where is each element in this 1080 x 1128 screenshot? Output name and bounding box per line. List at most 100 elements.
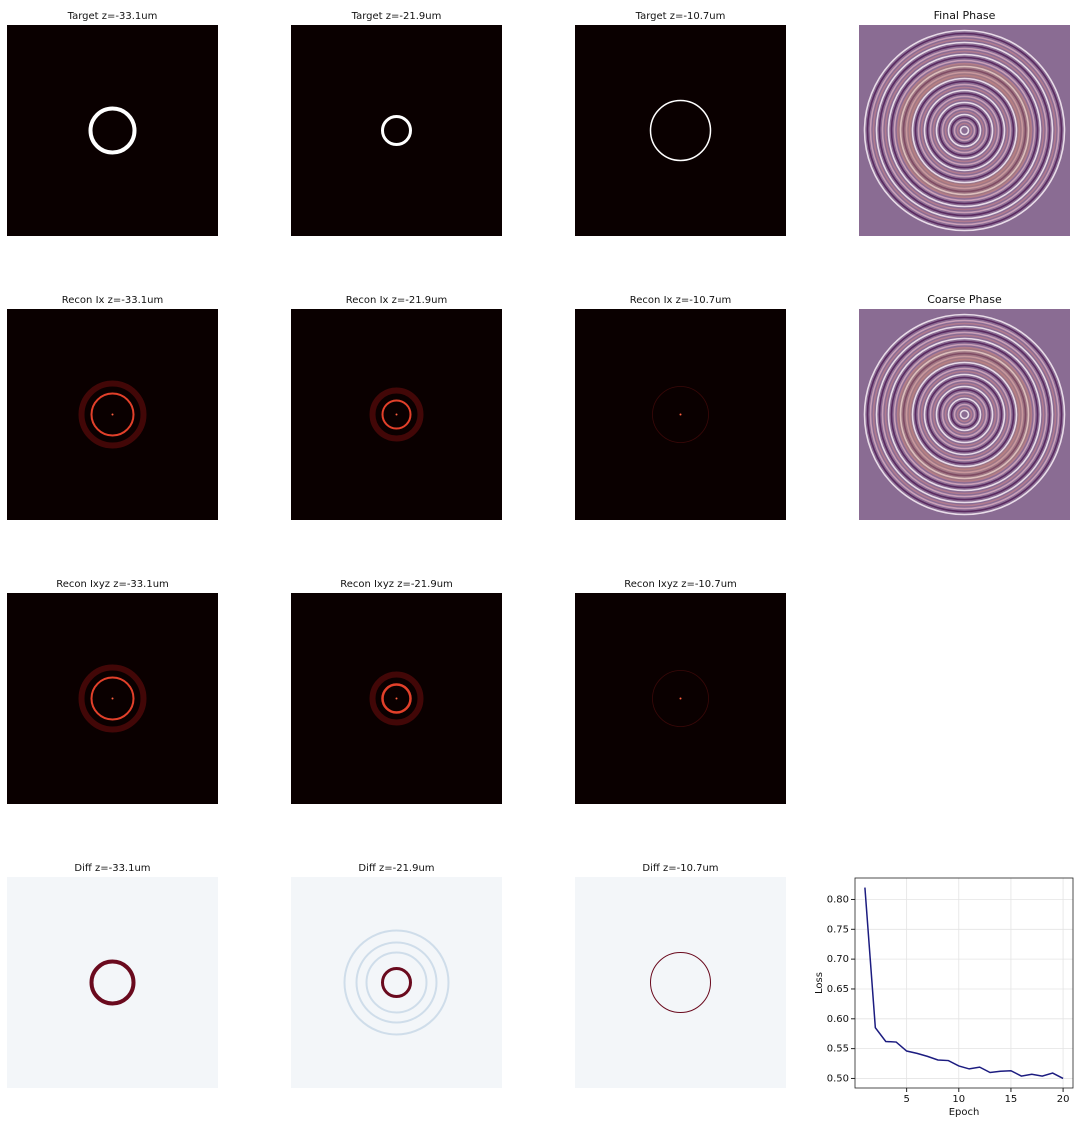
phase-ring (950, 400, 979, 429)
panel-image (575, 877, 786, 1088)
panel-title: Recon Ix z=-10.7um (630, 295, 731, 306)
halo (78, 380, 147, 449)
panel-image (291, 309, 502, 520)
ring (381, 115, 412, 146)
phase-ring (896, 62, 1033, 199)
phase-ring (923, 373, 1006, 456)
phase-ring (956, 406, 973, 423)
x-tick-label: 15 (1005, 1094, 1018, 1105)
phase-ring (902, 68, 1027, 193)
panel-image (7, 877, 218, 1088)
ring (652, 670, 709, 727)
phase-ring (953, 119, 976, 142)
phase-ring (899, 349, 1030, 480)
halo (365, 951, 428, 1014)
phase-ring (902, 352, 1027, 477)
phase-ring (932, 98, 997, 163)
phase-ring (929, 95, 1000, 166)
phase-ring (863, 29, 1066, 232)
phase-ring (893, 343, 1036, 486)
panel-image (575, 25, 786, 236)
phase-ring (890, 340, 1039, 489)
phase-ring (953, 403, 976, 426)
ring (89, 959, 136, 1006)
image-bg (859, 25, 1070, 236)
panel-title: Target z=-33.1um (67, 11, 158, 22)
phase-ring (881, 331, 1048, 498)
phase-ring (884, 334, 1045, 495)
phase-ring (908, 74, 1021, 187)
phase-ring (911, 361, 1018, 468)
center-dot (679, 697, 682, 700)
phase-ring (935, 101, 994, 160)
ring (650, 952, 711, 1013)
phase-ring (905, 355, 1024, 474)
phase-ring (911, 77, 1018, 184)
panel-image (859, 309, 1070, 520)
phase-ring (899, 65, 1030, 196)
center-dot (111, 413, 114, 416)
phase-ring (866, 32, 1063, 229)
panel-title: Recon Ixyz z=-10.7um (624, 579, 737, 590)
ring (90, 392, 135, 437)
phase-ring (950, 116, 979, 145)
phase-ring (926, 92, 1003, 169)
panel-title: Coarse Phase (927, 293, 1002, 306)
phase-ring (944, 394, 985, 435)
phase-ring (938, 104, 991, 157)
ring (88, 106, 137, 155)
panel-image (575, 593, 786, 804)
panel-title: Target z=-10.7um (635, 11, 726, 22)
image-bg (575, 25, 786, 236)
loss-line (864, 887, 1064, 1080)
phase-ring (956, 122, 973, 139)
phase-ring (923, 89, 1006, 172)
y-tick-label: 0.80 (827, 894, 849, 905)
y-tick-label: 0.50 (827, 1073, 849, 1084)
image-bg (575, 877, 786, 1088)
phase-ring (920, 370, 1009, 459)
phase-ring (917, 367, 1012, 462)
image-bg (7, 877, 218, 1088)
image-bg (291, 877, 502, 1088)
halo (355, 941, 438, 1024)
phase-ring (932, 382, 997, 447)
image-bg (859, 309, 1070, 520)
phase-ring (944, 110, 985, 151)
phase-ring (890, 56, 1039, 205)
panel-title: Diff z=-33.1um (74, 863, 150, 874)
phase-ring (926, 376, 1003, 453)
phase-ring (941, 107, 988, 154)
phase-ring (884, 50, 1045, 211)
center-dot (395, 413, 398, 416)
panel-image (7, 593, 218, 804)
phase-ring (872, 322, 1057, 507)
panel-title: Recon Ix z=-33.1um (62, 295, 163, 306)
phase-ring (959, 409, 970, 420)
halo (78, 664, 147, 733)
phase-band (897, 63, 1032, 198)
phase-ring (917, 83, 1012, 178)
x-tick-label: 20 (1057, 1094, 1070, 1105)
phase-ring (959, 125, 970, 136)
phase-ring (914, 364, 1015, 465)
phase-ring (869, 319, 1060, 510)
panel-image (859, 25, 1070, 236)
phase-ring (878, 328, 1051, 501)
phase-ring (938, 388, 991, 441)
phase-ring (929, 379, 1000, 450)
phase-ring (887, 53, 1042, 208)
panel-title: Recon Ixyz z=-21.9um (340, 579, 453, 590)
phase-ring (881, 47, 1048, 214)
phase-ring (875, 325, 1054, 504)
panel-title: Recon Ix z=-21.9um (346, 295, 447, 306)
x-tick-label: 10 (952, 1094, 965, 1105)
ring (652, 386, 709, 443)
phase-ring (872, 38, 1057, 223)
panel-image (291, 25, 502, 236)
phase-ring (941, 391, 988, 438)
halo (369, 387, 424, 442)
y-tick-label: 0.70 (827, 954, 849, 965)
ring (90, 676, 135, 721)
panel-title: Diff z=-21.9um (358, 863, 434, 874)
